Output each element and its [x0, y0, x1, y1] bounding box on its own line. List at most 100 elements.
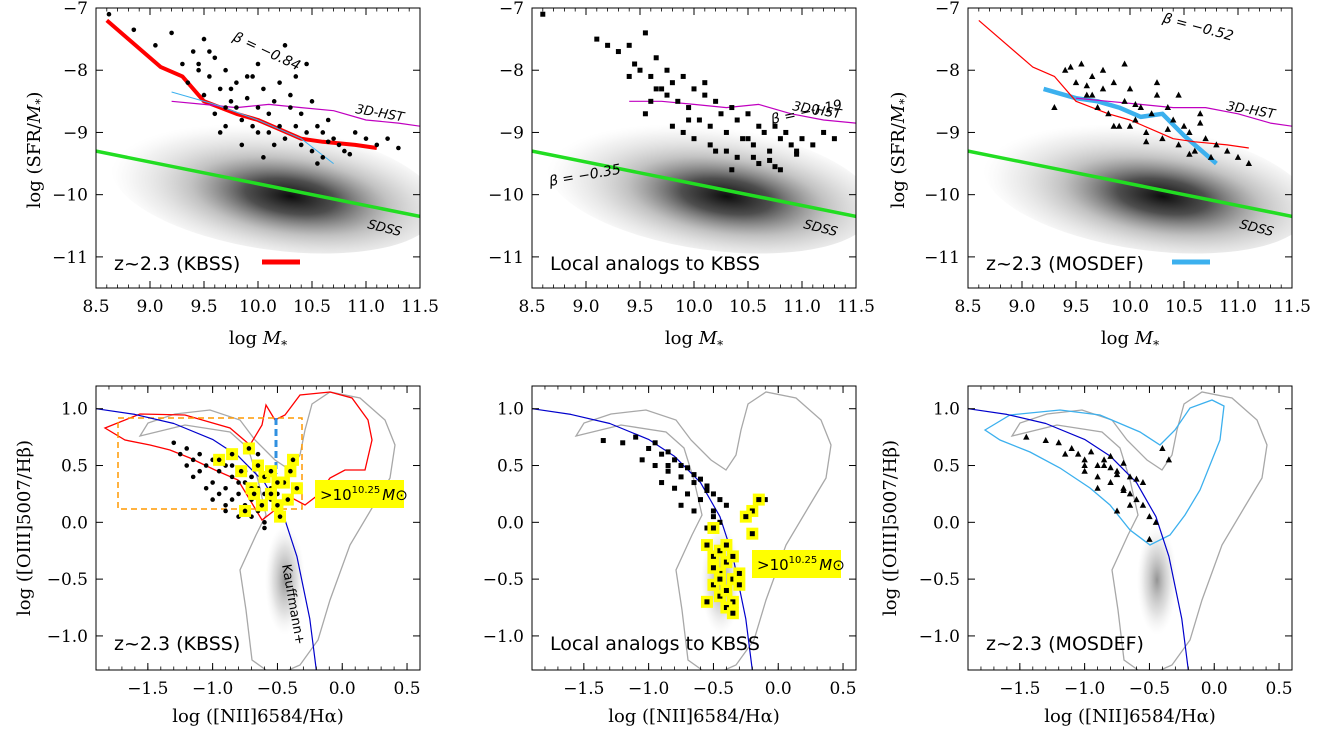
mass-unit: M⊙	[819, 556, 845, 574]
plot-frame	[531, 385, 857, 671]
mass-unit: M⊙	[382, 486, 408, 504]
data-point	[190, 457, 196, 463]
data-point	[788, 142, 794, 148]
x-tick-label: 0.0	[765, 679, 792, 699]
data-point	[1113, 467, 1121, 474]
data-point	[325, 117, 331, 123]
mass-exponent: 10.25	[352, 485, 381, 496]
x-tick-label: −1.5	[563, 679, 604, 699]
x-tick-label: 11.5	[837, 297, 875, 317]
svg-text:>1010.25M⊙: >1010.25 M⊙	[320, 485, 408, 504]
highlighted-point	[259, 502, 265, 508]
data-point	[1110, 79, 1117, 86]
data-point	[637, 67, 643, 73]
data-point	[723, 129, 729, 135]
data-point	[1126, 490, 1134, 497]
y-axis-label: log ([OIII]5007/Hβ)	[14, 440, 35, 616]
data-point	[197, 451, 202, 457]
data-point	[239, 142, 245, 148]
data-point	[223, 105, 228, 110]
data-point	[271, 99, 277, 104]
data-point	[203, 463, 209, 468]
mass-cut-badge: >1010.25 M⊙	[752, 550, 845, 578]
data-point	[717, 519, 723, 525]
data-point	[821, 129, 827, 135]
data-point	[229, 497, 235, 502]
data-point	[639, 457, 645, 463]
data-point	[1107, 452, 1114, 459]
data-point	[1213, 141, 1220, 148]
data-point	[207, 74, 212, 79]
data-point	[223, 123, 228, 129]
panel-label: Local analogs to KBSS	[550, 633, 760, 655]
data-point	[1081, 456, 1088, 463]
data-point	[331, 136, 336, 141]
data-point	[1099, 66, 1107, 73]
data-point	[691, 472, 697, 478]
data-point	[262, 520, 267, 525]
data-point	[153, 43, 158, 48]
x-tick-label: 10.0	[239, 297, 277, 317]
data-point	[1207, 153, 1215, 160]
data-point	[1094, 104, 1101, 111]
data-point	[1062, 450, 1069, 457]
data-point	[190, 49, 196, 54]
data-point	[680, 73, 686, 79]
data-point	[304, 61, 309, 67]
hst-label: 3D-HST	[1225, 99, 1277, 122]
data-point	[669, 123, 675, 129]
data-point	[642, 111, 648, 117]
data-point	[261, 155, 266, 160]
data-point	[1126, 122, 1134, 129]
x-tick-label: 8.5	[954, 297, 981, 317]
data-point	[1126, 473, 1134, 480]
y-tick-label: −8	[63, 61, 88, 81]
data-point	[223, 67, 228, 73]
data-point	[210, 497, 215, 502]
x-tick-label: −0.5	[257, 679, 298, 699]
data-point	[239, 117, 245, 123]
x-tick-label: 9.5	[626, 297, 653, 317]
data-point	[1094, 473, 1101, 480]
data-point	[794, 151, 800, 157]
data-point	[702, 80, 708, 86]
highlighted-point	[277, 514, 283, 519]
data-point	[261, 86, 266, 92]
data-point	[266, 130, 272, 135]
highlighted-point	[710, 565, 716, 571]
data-point	[756, 123, 762, 129]
y-tick-label: 0.0	[933, 513, 960, 533]
data-point	[718, 111, 724, 117]
data-point	[653, 55, 659, 61]
highlighted-point	[290, 457, 296, 463]
data-point	[293, 123, 299, 129]
y-tick-label: −9	[935, 123, 960, 143]
data-point	[1137, 104, 1144, 111]
x-tick-label: 0.5	[830, 679, 857, 699]
data-point	[723, 502, 729, 508]
data-point	[249, 474, 254, 480]
data-point	[600, 438, 606, 444]
data-point	[1099, 85, 1107, 92]
data-point	[799, 136, 805, 142]
panel-label: Local analogs to KBSS	[550, 253, 760, 275]
data-point	[255, 451, 261, 457]
y-tick-label: −11	[488, 248, 524, 268]
data-point	[223, 485, 228, 491]
data-point	[1146, 513, 1153, 520]
data-point	[1113, 471, 1121, 478]
data-point	[255, 130, 261, 135]
data-point	[309, 148, 315, 154]
highlighted-point	[285, 497, 291, 502]
data-point	[180, 61, 185, 67]
x-tick-label: −0.5	[1129, 679, 1170, 699]
highlighted-point	[730, 610, 736, 616]
data-point	[1133, 496, 1140, 503]
data-point	[659, 451, 665, 457]
data-point	[1132, 100, 1139, 107]
data-point	[1083, 82, 1090, 89]
data-point	[831, 136, 837, 142]
y-tick-label: −8	[499, 61, 524, 81]
y-tick-label: 0.0	[497, 513, 524, 533]
